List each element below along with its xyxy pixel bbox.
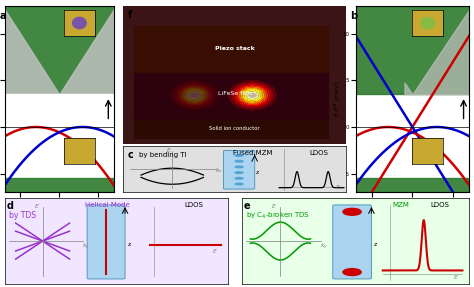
FancyBboxPatch shape	[87, 205, 125, 279]
Circle shape	[235, 177, 243, 179]
Circle shape	[235, 183, 243, 185]
Text: Helical Mode: Helical Mode	[85, 202, 129, 208]
Circle shape	[235, 160, 243, 162]
Text: $E$: $E$	[212, 247, 218, 255]
Text: f: f	[128, 10, 132, 20]
Text: $E$: $E$	[453, 273, 459, 281]
Circle shape	[73, 17, 86, 29]
Text: LiFeSe film: LiFeSe film	[218, 91, 252, 96]
Text: $E$: $E$	[34, 202, 40, 210]
Text: d: d	[7, 201, 14, 211]
Text: $E$: $E$	[165, 146, 172, 154]
Text: $k_z$: $k_z$	[215, 166, 223, 175]
Text: by C$_4$-broken TDS: by C$_4$-broken TDS	[246, 211, 310, 221]
Text: z: z	[256, 170, 259, 174]
Text: $k_y$: $k_y$	[82, 242, 90, 252]
Text: by bending TI: by bending TI	[139, 152, 186, 158]
Text: e: e	[244, 201, 251, 211]
X-axis label: k‖ (Å⁻¹): k‖ (Å⁻¹)	[401, 205, 424, 212]
Text: b: b	[350, 11, 357, 21]
Text: LDOS: LDOS	[310, 150, 329, 156]
Text: Fused MZM: Fused MZM	[233, 150, 272, 156]
Text: LDOS: LDOS	[185, 202, 203, 208]
Text: Piezo stack: Piezo stack	[215, 46, 255, 51]
Text: $E$: $E$	[271, 202, 277, 210]
Text: by TDS: by TDS	[9, 211, 36, 220]
Text: $E$: $E$	[335, 183, 341, 191]
Text: MZM: MZM	[392, 202, 410, 208]
Text: c: c	[128, 150, 134, 160]
X-axis label: k‖ (Å⁻¹): k‖ (Å⁻¹)	[47, 205, 71, 212]
Text: LDOS: LDOS	[430, 202, 449, 208]
Text: z: z	[127, 242, 130, 247]
Y-axis label: E-Eᴹ (meV): E-Eᴹ (meV)	[334, 82, 340, 116]
FancyBboxPatch shape	[223, 150, 255, 189]
FancyBboxPatch shape	[333, 205, 372, 279]
Circle shape	[235, 172, 243, 173]
Text: $k_y$: $k_y$	[320, 242, 328, 252]
Text: a: a	[0, 11, 6, 21]
Circle shape	[343, 269, 361, 276]
Text: Solid ion conductor: Solid ion conductor	[210, 126, 260, 131]
Circle shape	[421, 17, 435, 29]
Circle shape	[343, 208, 361, 215]
Text: z: z	[374, 242, 377, 247]
Circle shape	[235, 166, 243, 168]
Circle shape	[235, 155, 243, 156]
